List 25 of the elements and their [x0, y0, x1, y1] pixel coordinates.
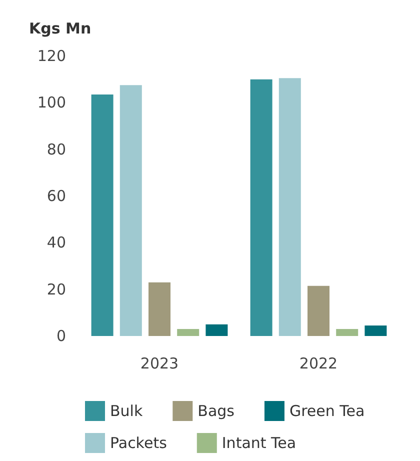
legend-label: Bags [198, 402, 235, 420]
y-tick-label: 80 [46, 140, 66, 158]
bar [250, 79, 272, 336]
bar [177, 329, 200, 336]
legend-label: Bulk [110, 402, 143, 420]
y-tick-label: 40 [46, 234, 66, 252]
legend-label: Packets [110, 434, 168, 452]
y-tick-label: 100 [37, 94, 66, 112]
y-tick-label: 0 [56, 327, 66, 345]
bar [278, 78, 301, 336]
bar [148, 282, 170, 336]
x-tick-label: 2023 [140, 354, 179, 372]
y-axis-title: Kgs Mn [29, 20, 92, 38]
y-tick-label: 120 [37, 47, 66, 65]
bar [336, 329, 358, 336]
bar [91, 94, 114, 336]
legend-label: Green Tea [289, 402, 365, 420]
x-tick-label: 2022 [299, 354, 338, 372]
bar [120, 85, 142, 336]
bar [308, 286, 330, 336]
y-tick-label: 20 [46, 280, 66, 298]
bar [206, 324, 228, 336]
bar [364, 326, 387, 336]
y-tick-label: 60 [46, 187, 66, 205]
legend-label: Intant Tea [222, 434, 296, 452]
